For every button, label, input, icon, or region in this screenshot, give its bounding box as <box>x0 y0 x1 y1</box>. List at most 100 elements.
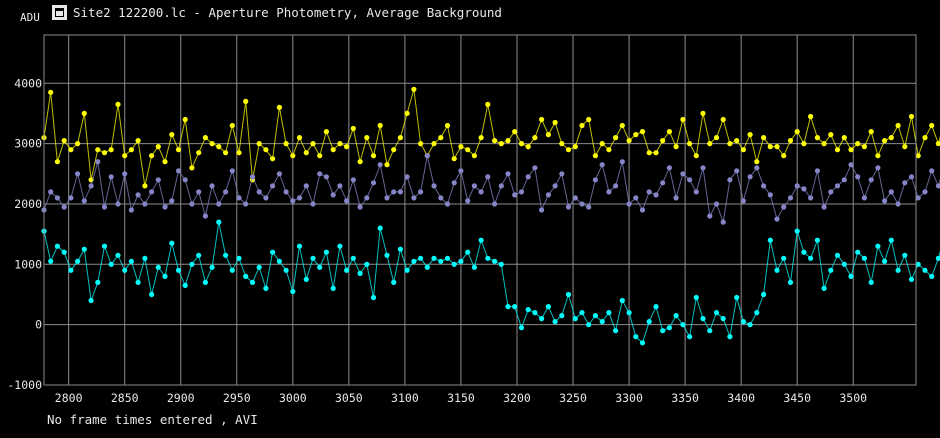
data-point <box>310 141 316 147</box>
data-point <box>478 189 484 195</box>
data-point <box>888 189 894 195</box>
data-point <box>673 144 679 150</box>
data-point <box>290 153 296 159</box>
data-point <box>128 207 134 213</box>
data-point <box>337 141 343 147</box>
data-point <box>196 189 202 195</box>
data-point <box>404 110 410 116</box>
data-point <box>424 153 430 159</box>
data-point <box>633 132 639 138</box>
y-tick-label: 0 <box>35 318 42 332</box>
data-point <box>438 258 444 264</box>
data-point <box>122 153 128 159</box>
data-point <box>54 243 61 249</box>
data-point <box>54 159 61 165</box>
y-tick-label: 4000 <box>14 76 42 90</box>
data-point <box>68 267 74 273</box>
data-point <box>75 171 81 177</box>
x-tick-label: 3450 <box>783 391 811 405</box>
data-point <box>734 294 740 301</box>
data-point <box>727 177 733 183</box>
y-tick-label: -1000 <box>7 378 42 392</box>
data-point <box>613 183 619 189</box>
data-point <box>828 267 834 273</box>
data-point <box>794 183 800 189</box>
data-point <box>821 285 827 291</box>
data-point <box>202 213 208 219</box>
data-point <box>256 264 262 270</box>
data-point <box>471 183 477 189</box>
data-point <box>270 156 276 162</box>
data-point <box>303 276 309 282</box>
data-point <box>209 141 215 147</box>
data-point <box>115 201 121 207</box>
data-point <box>108 147 114 153</box>
data-point <box>370 180 377 186</box>
data-point <box>935 255 940 261</box>
data-point <box>639 340 646 346</box>
data-point <box>135 279 141 285</box>
data-point <box>169 198 175 204</box>
data-point <box>687 141 693 147</box>
data-point <box>162 159 168 165</box>
data-point <box>875 165 881 171</box>
data-point <box>81 246 87 252</box>
data-point <box>391 279 397 285</box>
data-point <box>619 297 625 304</box>
data-point <box>929 168 935 174</box>
data-point <box>142 183 148 189</box>
data-point <box>397 246 403 252</box>
data-point <box>545 192 552 198</box>
data-point <box>700 110 706 116</box>
data-point <box>518 189 525 195</box>
data-point <box>182 116 188 123</box>
data-point <box>633 195 639 201</box>
data-point <box>108 261 114 267</box>
data-point <box>471 153 477 159</box>
x-tick-label: 2950 <box>223 391 251 405</box>
data-point <box>713 135 720 141</box>
data-point <box>48 189 54 195</box>
data-point <box>707 141 713 147</box>
data-point <box>680 116 686 123</box>
data-point <box>808 113 814 120</box>
data-point <box>296 195 303 201</box>
data-point <box>337 183 343 189</box>
data-point <box>908 113 915 120</box>
data-point <box>243 273 249 279</box>
app-window-icon[interactable] <box>52 4 67 20</box>
data-point <box>740 319 747 325</box>
data-point <box>834 147 841 153</box>
data-point <box>404 174 410 180</box>
data-point <box>619 122 625 129</box>
data-point <box>761 291 767 298</box>
data-point <box>666 325 673 331</box>
data-point <box>848 147 854 153</box>
data-point <box>747 174 753 180</box>
data-point <box>787 195 794 201</box>
data-point <box>774 216 780 222</box>
data-point <box>559 141 565 147</box>
data-point <box>370 153 377 159</box>
data-point <box>861 195 868 201</box>
data-point <box>162 204 168 210</box>
data-point <box>922 267 928 273</box>
data-point <box>915 195 921 201</box>
data-point <box>344 144 350 150</box>
data-point <box>740 198 747 204</box>
x-tick-label: 3050 <box>335 391 363 405</box>
data-point <box>115 252 121 258</box>
data-point <box>666 129 673 135</box>
data-point <box>922 135 928 141</box>
data-point <box>310 201 316 207</box>
data-point <box>915 261 921 267</box>
data-point <box>61 204 67 210</box>
data-point <box>908 174 915 180</box>
data-point <box>350 125 356 132</box>
data-point <box>149 291 155 298</box>
data-point <box>498 261 504 267</box>
data-point <box>229 168 235 174</box>
series-1 <box>41 86 940 189</box>
data-point <box>801 141 807 147</box>
data-point <box>734 138 740 144</box>
